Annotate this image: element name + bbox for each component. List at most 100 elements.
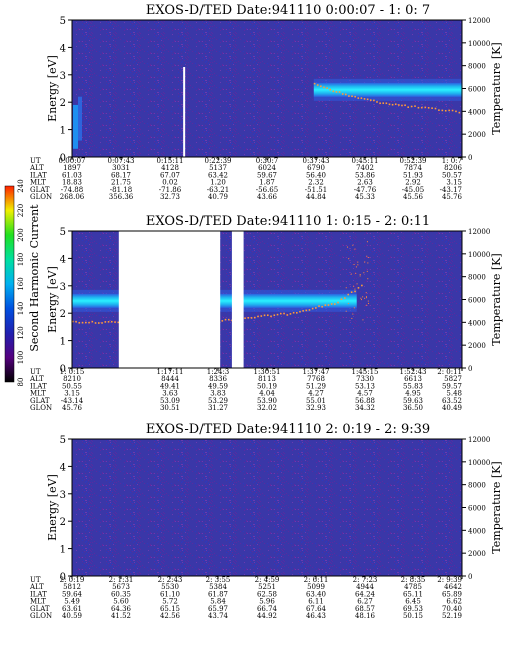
table-cell: 5.49 <box>64 598 80 606</box>
y-tick-label: 1 <box>60 545 66 556</box>
scatter-mark <box>362 296 364 298</box>
table-cell: 45.76 <box>62 404 83 412</box>
table-cell: -43.14 <box>61 397 84 405</box>
temperature-point <box>410 105 413 108</box>
table-cell: 2: 6:11 <box>304 576 329 584</box>
table-cell: 0:15:11 <box>157 157 184 165</box>
table-cell: 2: 0:19 <box>60 576 85 584</box>
temperature-point <box>441 109 444 112</box>
table-cell: 36.50 <box>403 404 423 412</box>
plot-area <box>72 439 462 576</box>
scatter-mark <box>365 292 367 294</box>
temperature-point <box>438 109 440 111</box>
colorbar-tick-label: 100 <box>17 351 25 364</box>
temperature-point <box>427 107 430 109</box>
table-row-label: GLAT <box>30 186 50 194</box>
table-cell: 6.11 <box>308 598 324 606</box>
y2-tick-label: 12000 <box>468 228 490 236</box>
temperature-point <box>270 315 272 318</box>
table-cell: 63.61 <box>62 605 82 613</box>
temperature-point <box>444 109 447 112</box>
table-cell: 5.72 <box>162 598 178 606</box>
temperature-point <box>88 321 90 324</box>
table-cell: 0.02 <box>162 179 178 187</box>
colorbar-tick-label: 180 <box>17 253 25 266</box>
temperature-point <box>296 312 298 314</box>
table-cell: 44.92 <box>257 612 277 620</box>
temperature-point <box>434 107 437 110</box>
temperature-point <box>286 314 289 316</box>
temperature-point <box>332 90 335 93</box>
temperature-point <box>107 321 110 323</box>
scatter-mark <box>347 302 349 304</box>
table-row-label: ILAT <box>30 590 47 598</box>
scatter-mark <box>367 278 369 280</box>
table-cell: -56.65 <box>256 186 278 194</box>
table-cell: 5137 <box>209 164 227 172</box>
scatter-mark <box>353 264 355 266</box>
y-tick-label: 3 <box>60 282 66 293</box>
table-cell: 32.02 <box>257 404 277 412</box>
y2-tick-label: 8000 <box>468 274 486 282</box>
temperature-point <box>345 93 347 96</box>
temperature-point <box>85 321 87 324</box>
y2-tick-label: 4000 <box>468 319 486 327</box>
temperature-point <box>401 104 403 107</box>
table-cell: -71.86 <box>159 186 182 194</box>
table-cell: 53.90 <box>257 397 277 405</box>
temperature-point <box>451 109 454 112</box>
y-tick-label: 4 <box>60 43 66 54</box>
temperature-point <box>305 309 308 312</box>
temperature-point <box>341 93 344 95</box>
y2-tick-label: 2000 <box>468 342 486 350</box>
temperature-point <box>327 304 330 306</box>
y-tick-label: 5 <box>60 16 66 27</box>
temperature-point <box>344 297 346 299</box>
temperature-point <box>111 320 113 323</box>
temperature-point <box>398 104 400 106</box>
table-cell: 45.56 <box>403 193 424 201</box>
table-cell: 2.63 <box>357 179 373 187</box>
scatter-mark <box>366 241 368 243</box>
temperature-point <box>221 320 224 322</box>
temperature-point <box>273 314 276 317</box>
table-cell: 4.95 <box>405 390 421 398</box>
colorbar-scale <box>4 185 15 383</box>
table-cell: 64.36 <box>111 605 132 613</box>
temperature-point <box>338 91 341 93</box>
temperature-point <box>326 87 328 89</box>
table-cell: 56.88 <box>355 397 375 405</box>
table-cell: 67.64 <box>306 605 327 613</box>
table-cell: 51.93 <box>403 171 423 179</box>
scatter-mark <box>348 258 350 260</box>
y2-tick-label: 0 <box>468 365 472 373</box>
scatter-mark <box>360 297 362 299</box>
table-cell: 49.59 <box>208 382 228 390</box>
temperature-point <box>283 312 285 315</box>
table-cell: 53.29 <box>208 397 228 405</box>
y-tick-label: 4 <box>60 254 66 265</box>
table-cell: 52.19 <box>442 612 462 620</box>
temperature-point <box>315 307 317 309</box>
table-cell: 65.15 <box>160 605 180 613</box>
temperature-point <box>363 98 366 100</box>
y-axis-label: Energy [eV] <box>46 474 59 541</box>
temperature-point <box>376 101 378 103</box>
temperature-point <box>299 310 301 313</box>
table-cell: 5.60 <box>113 598 129 606</box>
temperature-point <box>348 95 350 97</box>
table-cell: 2: 7:23 <box>353 576 378 584</box>
temperature-point <box>424 106 427 109</box>
table-cell: 4.57 <box>357 390 373 398</box>
table-cell: 60.35 <box>111 590 131 598</box>
y2-tick-label: 0 <box>468 573 472 581</box>
y-tick-label: 3 <box>60 490 66 501</box>
table-cell: 21.75 <box>111 179 131 187</box>
colorbar-tick-label: 200 <box>17 228 25 241</box>
scatter-mark <box>347 246 349 248</box>
table-cell: 1:30:51 <box>254 368 281 376</box>
table-cell: 3.63 <box>162 390 178 398</box>
table-cell: 6613 <box>404 375 422 383</box>
table-cell: 8336 <box>209 375 227 383</box>
data-gap <box>231 231 244 368</box>
